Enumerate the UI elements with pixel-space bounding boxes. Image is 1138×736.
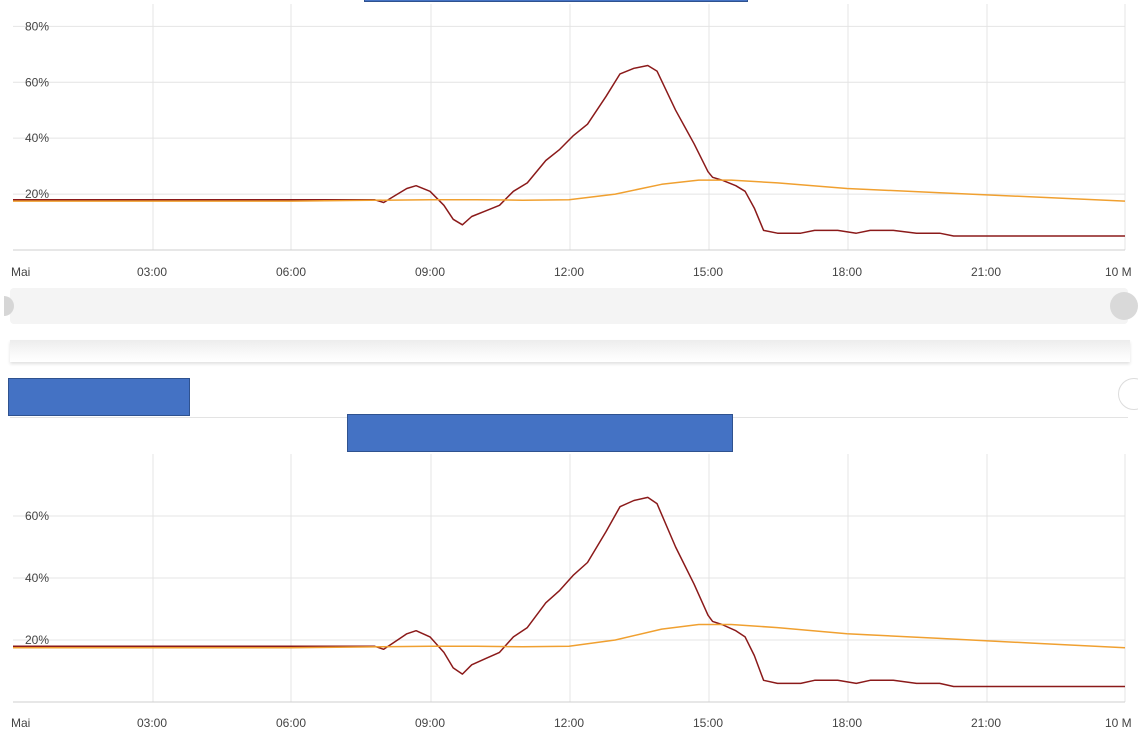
y-tick-label: 80% bbox=[25, 19, 49, 33]
y-tick-label: 40% bbox=[25, 571, 49, 585]
x-tick-label: Mai bbox=[11, 716, 30, 730]
chart-bottom-svg: 20% 40% 60% Mai 03:00 06:00 09:00 12:00 15:00 18:… bbox=[11, 454, 1132, 730]
x-tick-label: 03:00 bbox=[137, 265, 167, 279]
chart-title-box bbox=[347, 414, 733, 452]
section-divider bbox=[10, 340, 1130, 362]
x-tick-label: 09:00 bbox=[415, 265, 445, 279]
x-tick-label: 21:00 bbox=[971, 265, 1001, 279]
time-navigator-scrollbar[interactable] bbox=[10, 288, 1128, 324]
y-tick-label: 40% bbox=[25, 131, 49, 145]
series-line-1 bbox=[13, 179, 1126, 202]
x-tick-label: 18:00 bbox=[832, 716, 862, 730]
x-tick-label: 15:00 bbox=[693, 265, 723, 279]
series-line-0 bbox=[13, 64, 1125, 237]
x-tick-label: 09:00 bbox=[415, 716, 445, 730]
edge-button[interactable] bbox=[1118, 378, 1138, 410]
y-tick-label: 60% bbox=[25, 75, 49, 89]
x-tick-label: 12:00 bbox=[554, 716, 584, 730]
series-line-0 bbox=[13, 496, 1125, 688]
x-tick-label: 10 M bbox=[1105, 265, 1132, 279]
x-tick-label: Mai bbox=[11, 265, 30, 279]
x-tick-label: 03:00 bbox=[137, 716, 167, 730]
series-line-1 bbox=[13, 623, 1126, 649]
x-tick-label: 21:00 bbox=[971, 716, 1001, 730]
y-tick-label: 60% bbox=[25, 509, 49, 523]
x-tick-label: 15:00 bbox=[693, 716, 723, 730]
scroll-handle-right[interactable] bbox=[1110, 292, 1138, 320]
section-label-box bbox=[8, 378, 190, 416]
top-header-bar bbox=[364, 0, 748, 2]
x-tick-label: 10 M bbox=[1105, 716, 1132, 730]
x-tick-label: 12:00 bbox=[554, 265, 584, 279]
x-tick-label: 06:00 bbox=[276, 265, 306, 279]
x-tick-label: 18:00 bbox=[832, 265, 862, 279]
chart-top-svg: 20% 40% 60% 80% Mai 03:00 06:00 09:00 12:00 15:00… bbox=[11, 4, 1132, 279]
chart-bottom: 20% 40% 60% Mai 03:00 06:00 09:00 12:00 15:00 18:… bbox=[0, 452, 1138, 736]
chart-top: 20% 40% 60% 80% Mai 03:00 06:00 09:00 12:00 15:00… bbox=[0, 0, 1138, 286]
x-tick-label: 06:00 bbox=[276, 716, 306, 730]
y-tick-label: 20% bbox=[25, 187, 49, 201]
y-tick-label: 20% bbox=[25, 633, 49, 647]
scroll-handle-left[interactable] bbox=[4, 296, 14, 316]
